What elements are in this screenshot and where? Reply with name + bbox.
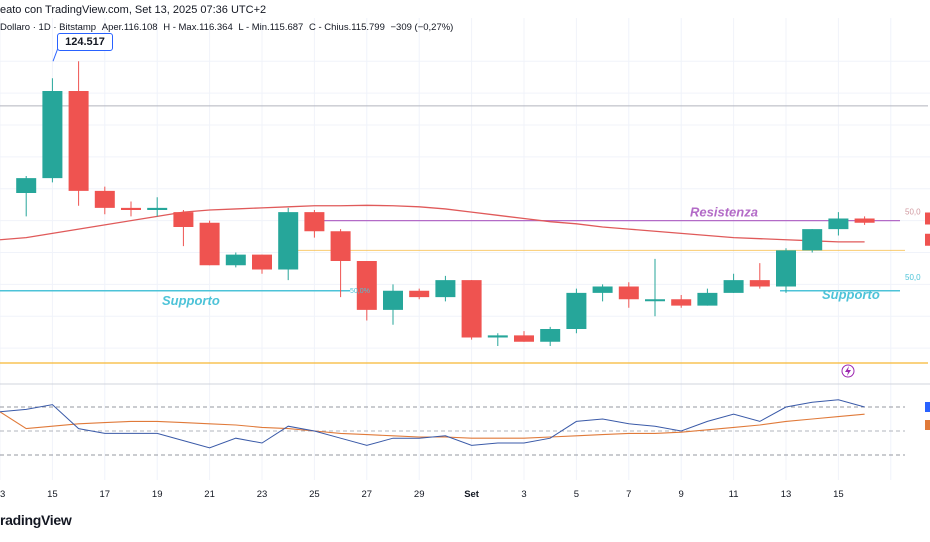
change-value: −309 (−0,27%): [390, 22, 454, 33]
candle-down: [94, 190, 115, 208]
x-tick-label: 13: [781, 489, 792, 500]
candle-up: [383, 290, 403, 310]
candle-down: [409, 290, 430, 298]
lightning-icon: [841, 364, 855, 378]
candle-up: [147, 207, 168, 210]
candle-down: [121, 207, 141, 210]
candle-up: [645, 299, 665, 302]
annotations: Resistenza Supporto Supporto 50,0 50,0 50,0%: [162, 205, 921, 378]
candle-up: [802, 229, 823, 251]
x-axis: 13 15 17 19 21 23 25 27 29 Set 3 5 7 9 11 13 15: [0, 489, 844, 500]
x-tick-label: 25: [309, 489, 320, 500]
candle-down: [173, 212, 194, 227]
chart-created-header: eato con TradingView.com, Set 13, 2025 0…: [0, 4, 267, 16]
support-label-left: Supporto: [162, 293, 220, 308]
horizontal-levels: [0, 105, 930, 364]
candle-down: [252, 254, 272, 270]
fib-label: 50,0: [905, 273, 921, 282]
x-tick-label: 19: [152, 489, 163, 500]
candle-up: [566, 292, 587, 329]
candle-up: [487, 335, 508, 338]
close-value: C - Chius.115.799: [308, 22, 385, 33]
candle-down: [618, 286, 639, 300]
support-label-right: Supporto: [822, 287, 880, 302]
x-tick-label: 27: [362, 489, 373, 500]
fib-label-small: 50,0%: [350, 288, 370, 295]
indicator-scale-marker: [925, 402, 930, 412]
ma-line: [0, 204, 865, 243]
symbol-label: Dollaro · 1D · Bitstamp: [0, 22, 97, 33]
x-tick-label: 11: [729, 489, 739, 500]
oscillator-pane: [0, 399, 930, 456]
moving-average: [0, 204, 865, 243]
x-tick-label: 21: [204, 489, 215, 500]
x-tick-label: 23: [257, 489, 268, 500]
candle-up: [278, 212, 299, 270]
x-tick-label: 5: [574, 489, 579, 500]
price-scale-marker: [925, 212, 930, 225]
candle-up: [540, 329, 561, 342]
lightning-icon: [845, 366, 851, 376]
x-tick-label: 9: [679, 489, 684, 500]
price-scale-marker: [925, 233, 930, 246]
candle-up: [592, 286, 613, 293]
candles: [16, 47, 875, 346]
candle-up: [776, 250, 796, 287]
candle-up: [16, 178, 37, 193]
x-tick-label: 7: [626, 489, 631, 500]
candle-down: [514, 335, 534, 342]
x-tick-label: 15: [833, 489, 844, 500]
candle-down: [199, 222, 220, 266]
price-marker: 124.517: [57, 33, 113, 51]
candle-down: [671, 299, 692, 306]
candle-down: [330, 231, 351, 261]
x-tick-label: 3: [521, 489, 526, 500]
x-tick-label: 29: [414, 489, 425, 500]
candle-down: [461, 280, 482, 338]
candle-down: [304, 212, 325, 232]
candle-up: [225, 254, 246, 266]
indicator-signal-line: [0, 411, 865, 439]
grid: [0, 18, 930, 480]
candle-down: [68, 91, 89, 191]
indicator-scale-marker: [925, 420, 930, 430]
resistance-label: Resistenza: [690, 205, 758, 220]
fib-label: 50,0: [905, 208, 921, 217]
candle-up: [723, 280, 744, 293]
x-tick-label: 15: [47, 489, 58, 500]
x-tick-label: 17: [100, 489, 111, 500]
x-tick-label: Set: [464, 489, 480, 500]
brand-logo: radingView: [0, 512, 72, 528]
ohlc-bar: Dollaro · 1D · Bitstamp Aper.116.108 H -…: [0, 22, 453, 33]
candle-up: [697, 292, 718, 306]
candle-up: [828, 218, 849, 230]
candle-down: [356, 261, 377, 310]
candle-down: [749, 280, 770, 287]
candle-up: [42, 91, 63, 179]
low-value: L - Min.115.687: [238, 22, 304, 33]
high-value: H - Max.116.364: [163, 22, 233, 33]
x-tick-label: 13: [0, 489, 5, 500]
open-value: Aper.116.108: [101, 22, 158, 33]
indicator-main-line: [0, 399, 865, 449]
candle-up: [435, 280, 456, 298]
candle-down: [854, 218, 875, 223]
